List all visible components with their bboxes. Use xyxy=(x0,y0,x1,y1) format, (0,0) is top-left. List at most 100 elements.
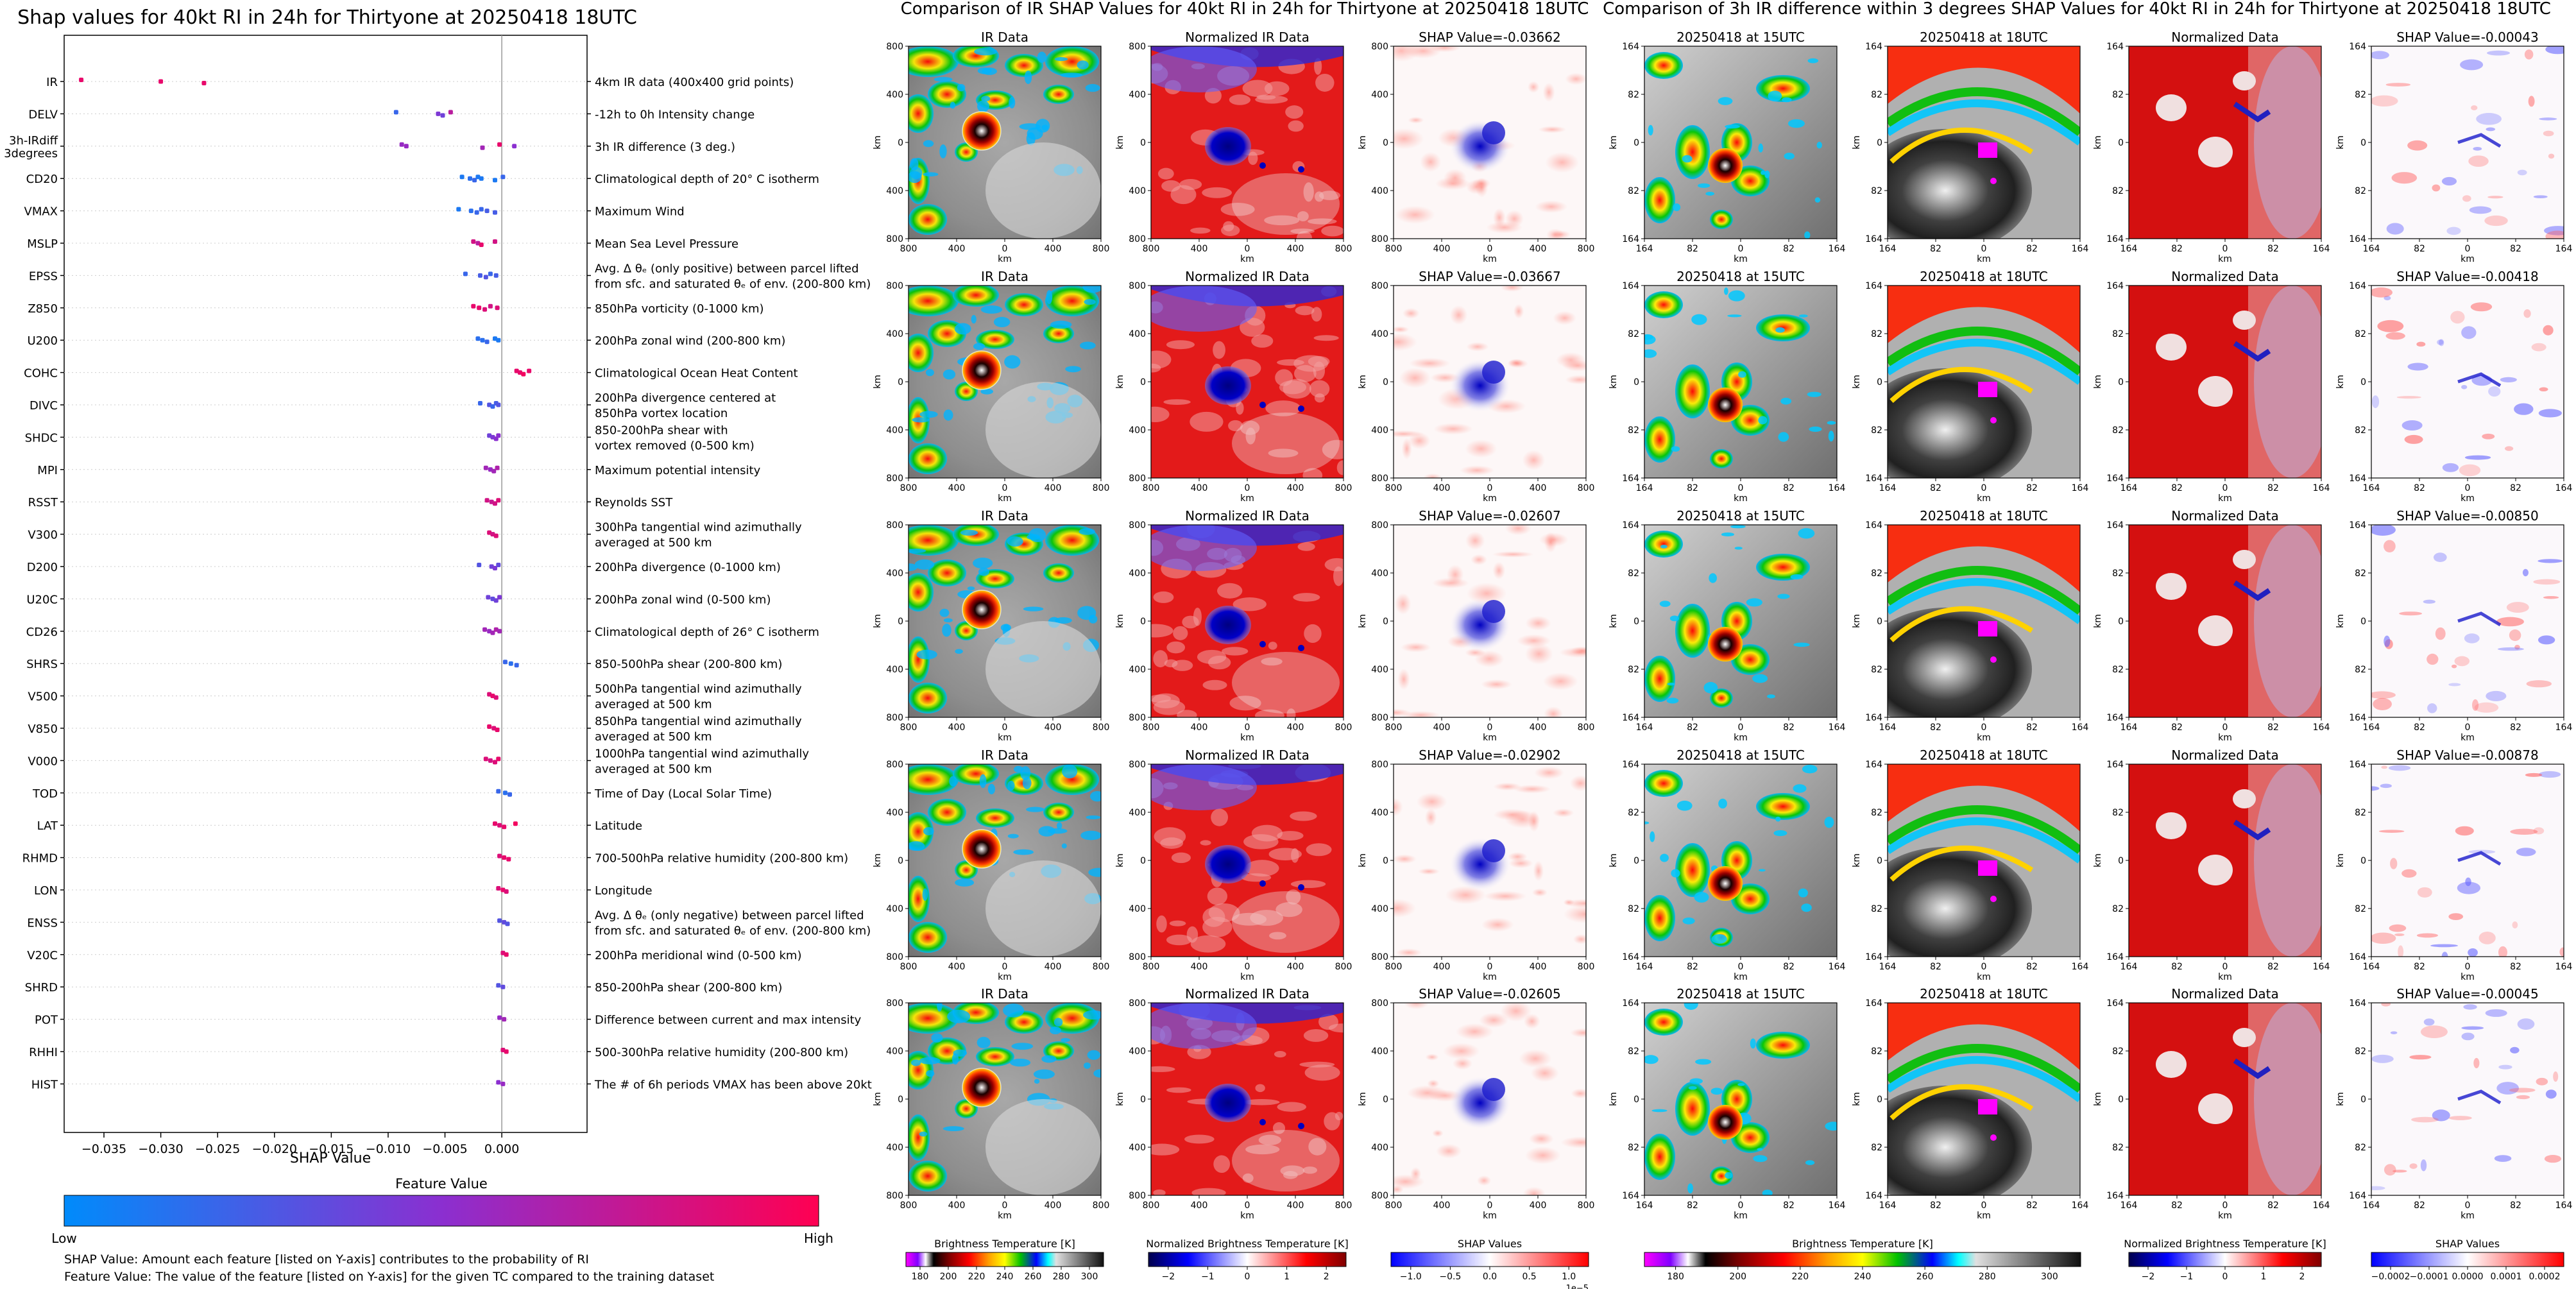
diffshap-patch xyxy=(2545,1089,2557,1099)
diffshap-patch xyxy=(2473,1057,2480,1069)
feature-description-label: Latitude xyxy=(595,819,642,833)
norm-eye-patch xyxy=(1205,845,1251,884)
panel-border xyxy=(2371,1002,2564,1196)
feature-description-label: Longitude xyxy=(595,884,653,898)
panel-title: SHAP Value=-0.02605 xyxy=(1419,986,1560,1002)
x-tick-label: 800 xyxy=(1093,244,1110,254)
diff-fleck xyxy=(1780,397,1792,405)
norm-light-patch xyxy=(1277,359,1304,366)
y-tick-label: 800 xyxy=(886,520,903,531)
diffnorm-bright-spot xyxy=(2156,334,2187,361)
feature-name-label: V850 xyxy=(28,722,58,736)
cold-cloud-cluster xyxy=(908,922,947,953)
y-tick-label: 0 xyxy=(2118,377,2124,388)
diffshap-patch xyxy=(2417,887,2432,898)
diff-storm-eye xyxy=(1708,148,1743,183)
x-axis-label: km xyxy=(998,972,1012,982)
shap-point xyxy=(475,175,481,180)
cloud-fleck xyxy=(1003,1003,1025,1018)
diffshap-patch xyxy=(2468,155,2489,167)
diff-fleck xyxy=(1667,682,1675,686)
shap-positive-patch xyxy=(1513,303,1524,319)
diffshap-patch xyxy=(2531,343,2546,352)
norm-dot xyxy=(1259,402,1266,408)
shap-positive-patch xyxy=(1433,423,1473,435)
diffshap-patch xyxy=(2539,387,2548,392)
cloud-fleck xyxy=(939,608,950,617)
x-tick-label: 164 xyxy=(2072,962,2089,972)
x-tick-label: 800 xyxy=(900,722,917,733)
colorbar-tick-label: 0.0 xyxy=(1483,1272,1497,1282)
shap-point xyxy=(468,209,473,214)
x-tick-label: 82 xyxy=(2414,962,2425,972)
ir-shap-section: Comparison of IR SHAP Values for 40kt RI… xyxy=(873,0,1595,1289)
shap-positive-patch xyxy=(1404,1003,1429,1010)
cloud-fleck xyxy=(1034,1079,1040,1084)
shap-point xyxy=(479,176,484,181)
norm-light-patch xyxy=(1151,1066,1175,1072)
norm-light-patch xyxy=(1275,902,1302,918)
panel-title: IR Data xyxy=(981,508,1028,524)
cold-cloud-cluster xyxy=(908,525,959,556)
x-tick-label: 400 xyxy=(1045,244,1062,254)
diffshap-patch xyxy=(2485,1009,2507,1017)
feature-name-label: V20C xyxy=(27,949,58,962)
x-tick-label: 164 xyxy=(1636,1200,1653,1211)
colorbar-low-label: Low xyxy=(51,1231,76,1246)
cloud-fleck xyxy=(1088,615,1098,624)
x-tick-label: 800 xyxy=(1578,1200,1595,1211)
x-tick-label: 0 xyxy=(2465,244,2471,254)
x-tick-label: 800 xyxy=(1578,244,1595,254)
y-tick-label: 82 xyxy=(2355,186,2366,196)
norm-light-patch xyxy=(1251,824,1283,842)
shap-positive-patch xyxy=(1531,888,1548,897)
panel-image xyxy=(1151,286,1343,478)
diffshap-patch xyxy=(2464,455,2491,460)
diff2-warm-band xyxy=(1888,286,2080,353)
norm-light-patch xyxy=(1193,608,1202,626)
diffnorm-blue-side xyxy=(2254,764,2321,957)
diff-cold-cluster xyxy=(1644,895,1675,941)
cloud-fleck xyxy=(1055,617,1072,624)
cold-cloud-cluster xyxy=(953,46,999,67)
x-axis-label: km xyxy=(998,254,1012,264)
norm-light-patch xyxy=(1216,583,1243,599)
diffshap-patch xyxy=(2497,647,2524,651)
x-tick-label: 800 xyxy=(1335,244,1352,254)
x-tick-label: 0 xyxy=(1981,483,1987,493)
diff-fleck xyxy=(1689,1078,1703,1084)
colorbar-tick-label: 180 xyxy=(912,1272,929,1282)
panel-image xyxy=(1888,764,2080,957)
norm-light-patch xyxy=(1283,1170,1298,1179)
y-tick-label: 0 xyxy=(1383,138,1388,148)
cloud-fleck xyxy=(942,624,951,637)
y-tick-label: 800 xyxy=(1371,520,1388,531)
cold-cloud-cluster xyxy=(908,443,947,474)
y-tick-label: 800 xyxy=(886,1191,903,1201)
x-tick-label: 0 xyxy=(1981,722,1987,733)
diffshap-negative-streak xyxy=(2457,133,2502,148)
y-tick-label: 82 xyxy=(1628,186,1639,196)
x-tick-label: 164 xyxy=(2072,244,2089,254)
x-tick-label: 0 xyxy=(1487,962,1493,972)
cloud-fleck xyxy=(916,649,937,660)
diffshap-patch xyxy=(2399,611,2423,616)
panel-border xyxy=(1150,46,1344,239)
diff-fleck xyxy=(1793,642,1810,647)
diffshap-patch xyxy=(2463,1004,2477,1010)
cloud-fleck xyxy=(1010,1058,1031,1067)
y-axis-label: km xyxy=(2093,614,2103,628)
feature-name-label: CD26 xyxy=(26,626,58,639)
y-tick-label: 0 xyxy=(1877,856,1882,866)
feature-description-label: Maximum potential intensity xyxy=(595,464,761,477)
x-axis-label: km xyxy=(1240,493,1254,504)
x-tick-label: 800 xyxy=(1335,1200,1352,1211)
feature-description-label: from sfc. and saturated θₑ of env. (200-… xyxy=(595,924,871,937)
diffshap-patch xyxy=(2371,691,2396,699)
shap-point xyxy=(404,144,409,149)
panel-border xyxy=(2371,285,2564,479)
panel-border xyxy=(1150,764,1344,957)
